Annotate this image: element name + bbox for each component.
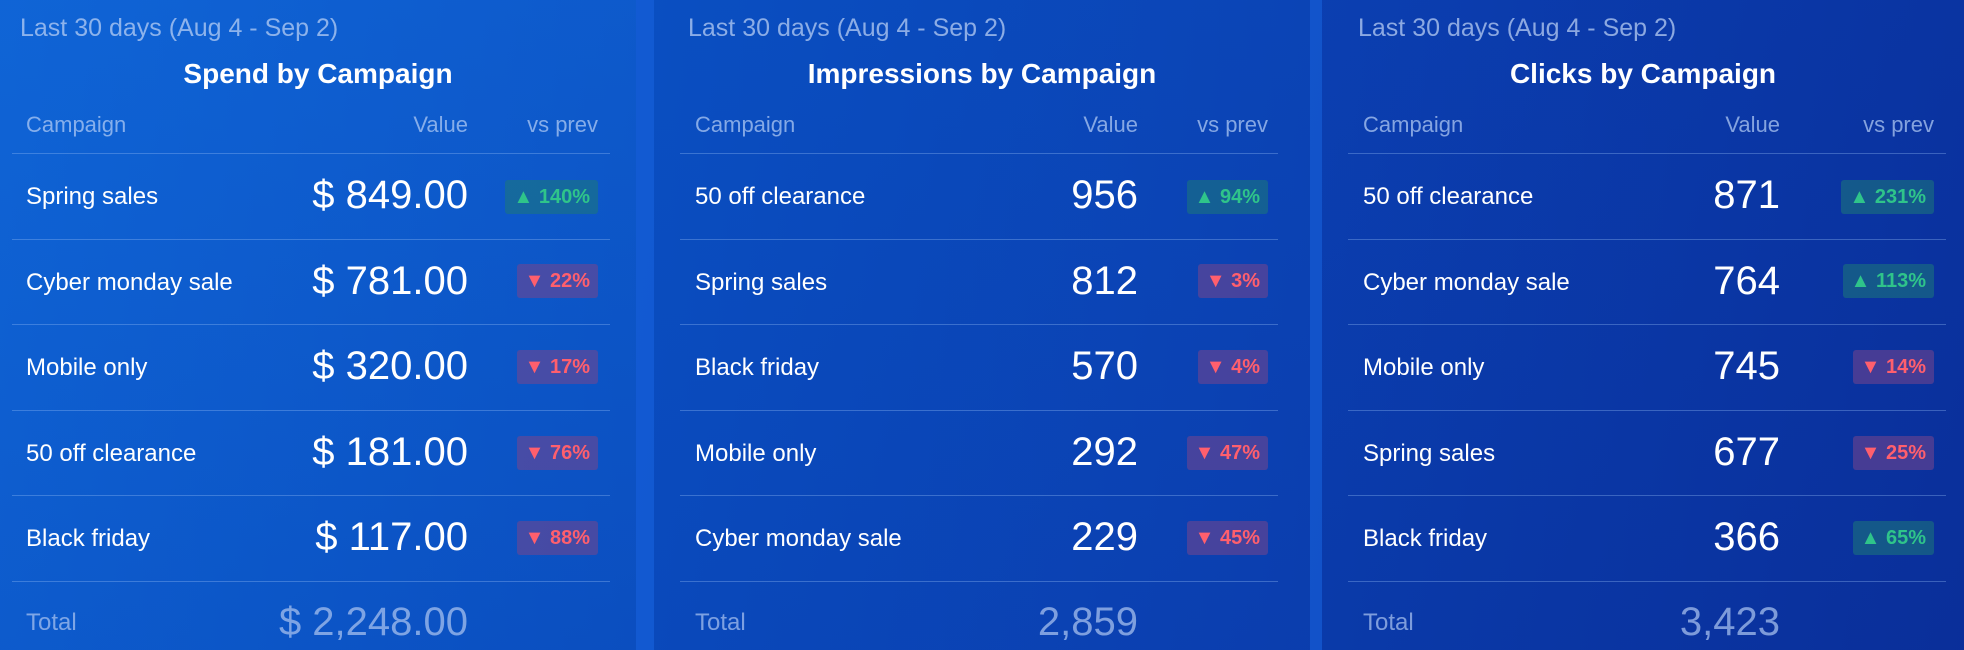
campaign-name: 50 off clearance xyxy=(1363,183,1534,210)
column-header-vs-prev: vs prev xyxy=(527,112,598,137)
change-badge: ▼ 4% xyxy=(1197,350,1268,384)
campaign-name: Cyber monday sale xyxy=(1363,269,1570,296)
divider xyxy=(1348,153,1946,154)
change-badge: ▼ 14% xyxy=(1852,350,1934,384)
campaign-name: Cyber monday sale xyxy=(695,525,902,552)
total-label: Total xyxy=(26,609,77,636)
divider xyxy=(680,581,1278,582)
campaign-value: 229 xyxy=(1071,515,1138,559)
divider xyxy=(12,410,610,411)
change-badge: ▼ 88% xyxy=(516,521,598,555)
date-range-label: Last 30 days (Aug 4 - Sep 2) xyxy=(688,14,1007,42)
total-label: Total xyxy=(695,609,746,636)
change-badge: ▲ 231% xyxy=(1841,180,1934,214)
change-badge: ▲ 113% xyxy=(1842,264,1934,298)
change-badge: ▲ 94% xyxy=(1186,180,1268,214)
column-header-vs-prev: vs prev xyxy=(1197,112,1268,137)
column-header-value: Value xyxy=(413,112,468,137)
divider xyxy=(680,153,1278,154)
campaign-value: $ 849.00 xyxy=(312,173,468,217)
divider xyxy=(680,495,1278,496)
change-badge: ▼ 3% xyxy=(1197,264,1268,298)
spend-by-campaign-widget: Last 30 days (Aug 4 - Sep 2) Spend by Ca… xyxy=(0,0,636,650)
campaign-name: 50 off clearance xyxy=(26,440,197,467)
column-header-campaign: Campaign xyxy=(1363,112,1464,137)
campaign-value: 745 xyxy=(1713,344,1780,388)
campaign-value: 764 xyxy=(1713,259,1780,303)
campaign-value: 292 xyxy=(1071,430,1138,474)
column-header-value: Value xyxy=(1083,112,1138,137)
panel-divider xyxy=(1310,0,1322,650)
total-label: Total xyxy=(1363,609,1414,636)
campaign-name: Black friday xyxy=(695,354,820,381)
widget-title: Clicks by Campaign xyxy=(1509,58,1777,89)
campaign-name: Mobile only xyxy=(26,354,148,381)
campaign-value: 956 xyxy=(1071,173,1138,217)
impressions-by-campaign-widget: Last 30 days (Aug 4 - Sep 2) Impressions… xyxy=(654,0,1310,650)
campaign-value: $ 781.00 xyxy=(312,259,468,303)
campaign-name: Spring sales xyxy=(26,183,159,210)
total-value: 3,423 xyxy=(1679,600,1780,644)
change-badge: ▲ 140% xyxy=(505,180,598,214)
campaign-name: Spring sales xyxy=(695,269,828,296)
divider xyxy=(680,410,1278,411)
widget-title: Spend by Campaign xyxy=(183,58,453,89)
change-badge: ▼ 22% xyxy=(516,264,598,298)
date-range-label: Last 30 days (Aug 4 - Sep 2) xyxy=(20,14,339,42)
campaign-name: Cyber monday sale xyxy=(26,269,233,296)
campaign-value: 366 xyxy=(1713,515,1780,559)
divider xyxy=(1348,410,1946,411)
divider xyxy=(680,324,1278,325)
change-badge: ▲ 65% xyxy=(1852,521,1934,555)
divider xyxy=(12,324,610,325)
campaign-name: Black friday xyxy=(1363,525,1488,552)
campaign-value: 677 xyxy=(1713,430,1780,474)
column-header-campaign: Campaign xyxy=(695,112,796,137)
divider xyxy=(680,239,1278,240)
widget-title: Impressions by Campaign xyxy=(807,58,1157,89)
divider xyxy=(1348,324,1946,325)
campaign-value: $ 320.00 xyxy=(312,344,468,388)
campaign-value: 570 xyxy=(1071,344,1138,388)
campaign-value: 812 xyxy=(1071,259,1138,303)
divider xyxy=(12,581,610,582)
total-value: $ 2,248.00 xyxy=(278,600,468,644)
divider xyxy=(1348,239,1946,240)
date-range-label: Last 30 days (Aug 4 - Sep 2) xyxy=(1358,14,1677,42)
clicks-by-campaign-widget: Last 30 days (Aug 4 - Sep 2) Clicks by C… xyxy=(1322,0,1964,650)
campaign-value: 871 xyxy=(1713,173,1780,217)
campaign-value: $ 181.00 xyxy=(312,430,468,474)
divider xyxy=(1348,495,1946,496)
divider xyxy=(1348,581,1946,582)
change-badge: ▼ 17% xyxy=(516,350,598,384)
campaign-name: 50 off clearance xyxy=(695,183,866,210)
divider xyxy=(12,153,610,154)
divider xyxy=(12,495,610,496)
column-header-value: Value xyxy=(1725,112,1780,137)
divider xyxy=(12,239,610,240)
column-header-campaign: Campaign xyxy=(26,112,127,137)
column-header-vs-prev: vs prev xyxy=(1863,112,1934,137)
campaign-name: Black friday xyxy=(26,525,151,552)
campaign-value: $ 117.00 xyxy=(315,515,468,559)
change-badge: ▼ 45% xyxy=(1186,521,1268,555)
total-value: 2,859 xyxy=(1037,600,1138,644)
change-badge: ▼ 47% xyxy=(1186,436,1268,470)
change-badge: ▼ 25% xyxy=(1852,436,1934,470)
panel-divider xyxy=(636,0,654,650)
change-badge: ▼ 76% xyxy=(516,436,598,470)
campaign-name: Mobile only xyxy=(695,440,817,467)
campaign-name: Spring sales xyxy=(1363,440,1496,467)
campaign-name: Mobile only xyxy=(1363,354,1485,381)
